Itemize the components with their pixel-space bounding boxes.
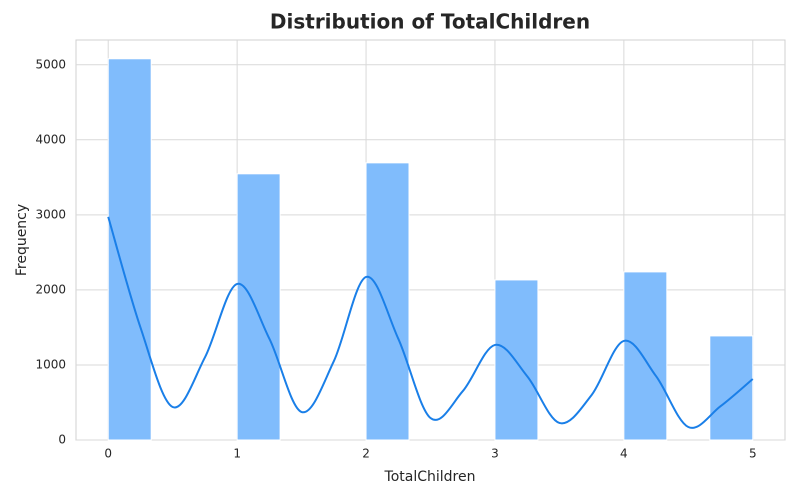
bar xyxy=(494,279,539,441)
x-tick-label: 1 xyxy=(233,447,241,461)
y-tick-label: 2000 xyxy=(35,282,66,296)
bar xyxy=(236,173,281,441)
x-tick-label: 4 xyxy=(620,447,628,461)
plot-area xyxy=(75,39,786,441)
bar xyxy=(107,58,152,441)
bar xyxy=(623,271,668,441)
bar xyxy=(709,335,754,441)
x-tick-label: 5 xyxy=(749,447,757,461)
chart-title: Distribution of TotalChildren xyxy=(270,10,590,34)
y-tick-label: 5000 xyxy=(35,57,66,71)
x-tick-label: 0 xyxy=(104,447,112,461)
x-tick-label: 2 xyxy=(362,447,370,461)
y-tick-label: 1000 xyxy=(35,357,66,371)
x-axis-label: TotalChildren xyxy=(384,469,476,485)
x-tick-label: 3 xyxy=(491,447,499,461)
y-axis-label: Frequency xyxy=(14,204,30,276)
y-tick-label: 0 xyxy=(58,433,66,447)
y-tick-label: 4000 xyxy=(35,132,66,146)
bar xyxy=(365,162,410,441)
y-tick-label: 3000 xyxy=(35,207,66,221)
kde-line xyxy=(107,216,754,429)
